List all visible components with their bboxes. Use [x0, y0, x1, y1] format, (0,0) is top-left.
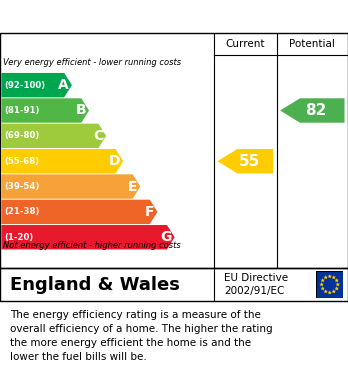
Text: (39-54): (39-54): [4, 182, 40, 191]
Polygon shape: [321, 278, 325, 282]
Text: G: G: [160, 230, 172, 244]
Polygon shape: [336, 282, 340, 286]
Polygon shape: [332, 275, 336, 279]
Text: (69-80): (69-80): [4, 131, 39, 140]
Text: Current: Current: [226, 39, 265, 49]
Text: (55-68): (55-68): [4, 157, 39, 166]
Text: Energy Efficiency Rating: Energy Efficiency Rating: [10, 9, 232, 24]
Polygon shape: [218, 149, 273, 173]
Polygon shape: [1, 124, 106, 148]
Text: (81-91): (81-91): [4, 106, 40, 115]
Text: A: A: [58, 78, 69, 92]
Polygon shape: [1, 73, 72, 97]
Text: The energy efficiency rating is a measure of the
overall efficiency of a home. T: The energy efficiency rating is a measur…: [10, 310, 273, 362]
Text: (21-38): (21-38): [4, 207, 40, 216]
Polygon shape: [321, 286, 325, 291]
Text: 82: 82: [306, 103, 327, 118]
Text: B: B: [76, 104, 86, 118]
Polygon shape: [1, 149, 123, 173]
Polygon shape: [327, 274, 332, 278]
Polygon shape: [327, 291, 332, 294]
Polygon shape: [1, 98, 89, 123]
Text: D: D: [109, 154, 120, 168]
Text: (1-20): (1-20): [4, 233, 33, 242]
Text: Very energy efficient - lower running costs: Very energy efficient - lower running co…: [3, 58, 182, 67]
Polygon shape: [280, 98, 345, 123]
Text: E: E: [128, 179, 137, 194]
Polygon shape: [335, 278, 339, 282]
Text: 55: 55: [239, 154, 260, 169]
Polygon shape: [324, 289, 328, 293]
Text: C: C: [93, 129, 103, 143]
Polygon shape: [1, 174, 140, 199]
Polygon shape: [319, 282, 324, 286]
Text: F: F: [145, 205, 155, 219]
Polygon shape: [324, 275, 328, 279]
Polygon shape: [332, 289, 336, 293]
Polygon shape: [1, 225, 175, 249]
Text: Potential: Potential: [290, 39, 335, 49]
Text: Not energy efficient - higher running costs: Not energy efficient - higher running co…: [3, 241, 181, 250]
Polygon shape: [335, 286, 339, 291]
Text: (92-100): (92-100): [4, 81, 45, 90]
Text: EU Directive
2002/91/EC: EU Directive 2002/91/EC: [224, 273, 288, 296]
Text: England & Wales: England & Wales: [10, 276, 180, 294]
Polygon shape: [1, 200, 157, 224]
